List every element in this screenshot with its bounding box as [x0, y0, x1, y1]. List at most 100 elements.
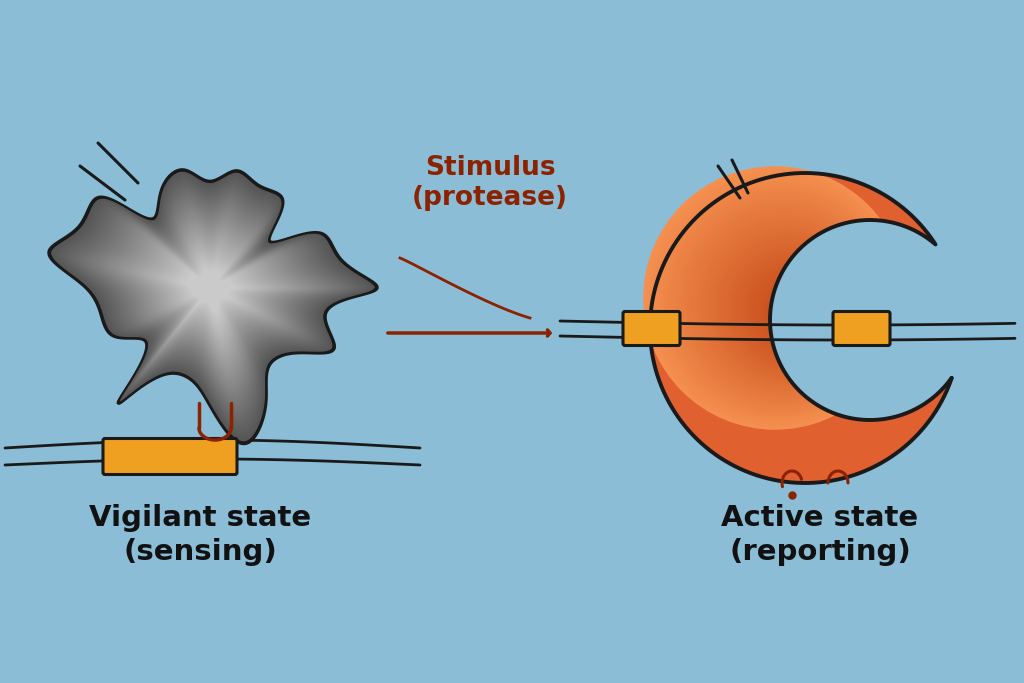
Polygon shape	[106, 212, 317, 389]
Polygon shape	[124, 225, 299, 371]
Circle shape	[670, 191, 890, 412]
Circle shape	[738, 255, 847, 364]
Polygon shape	[177, 264, 245, 320]
Circle shape	[645, 168, 905, 428]
Polygon shape	[157, 249, 266, 340]
Polygon shape	[183, 268, 238, 313]
Polygon shape	[136, 234, 287, 360]
Circle shape	[655, 178, 899, 421]
Polygon shape	[95, 204, 330, 400]
Polygon shape	[92, 202, 332, 402]
Circle shape	[657, 180, 898, 420]
Polygon shape	[127, 227, 296, 369]
Polygon shape	[66, 182, 360, 428]
Circle shape	[784, 299, 818, 332]
Circle shape	[676, 197, 887, 407]
Circle shape	[730, 248, 852, 370]
Circle shape	[726, 244, 855, 372]
Circle shape	[653, 176, 900, 423]
Circle shape	[647, 170, 904, 427]
Circle shape	[795, 309, 811, 325]
Polygon shape	[152, 245, 270, 344]
Polygon shape	[140, 237, 283, 355]
Circle shape	[701, 221, 869, 389]
Circle shape	[755, 270, 837, 353]
Circle shape	[714, 233, 862, 381]
Circle shape	[724, 242, 856, 374]
Polygon shape	[118, 220, 306, 377]
Polygon shape	[72, 186, 353, 421]
Circle shape	[696, 216, 873, 393]
Circle shape	[688, 208, 879, 399]
Circle shape	[753, 268, 838, 354]
Circle shape	[697, 217, 872, 392]
Polygon shape	[81, 193, 344, 413]
Circle shape	[786, 301, 816, 331]
Polygon shape	[70, 185, 355, 423]
Polygon shape	[54, 173, 372, 439]
Circle shape	[763, 278, 831, 348]
Polygon shape	[68, 184, 357, 426]
Polygon shape	[75, 189, 351, 419]
Polygon shape	[159, 250, 263, 337]
Polygon shape	[79, 192, 346, 415]
Polygon shape	[109, 214, 315, 386]
Circle shape	[732, 250, 851, 368]
Circle shape	[776, 292, 823, 337]
FancyBboxPatch shape	[623, 311, 680, 346]
Circle shape	[740, 257, 846, 363]
Circle shape	[643, 166, 906, 430]
Circle shape	[720, 238, 858, 376]
Polygon shape	[97, 205, 327, 397]
Circle shape	[778, 293, 821, 336]
Circle shape	[649, 172, 903, 426]
Circle shape	[674, 195, 888, 409]
FancyBboxPatch shape	[833, 311, 890, 346]
Circle shape	[703, 223, 868, 388]
Polygon shape	[129, 229, 294, 366]
Circle shape	[706, 225, 867, 387]
Circle shape	[722, 240, 857, 375]
Circle shape	[712, 231, 863, 382]
Polygon shape	[161, 252, 261, 335]
Polygon shape	[166, 255, 256, 331]
Polygon shape	[131, 230, 292, 364]
Polygon shape	[174, 262, 247, 322]
Circle shape	[765, 280, 830, 346]
Circle shape	[782, 297, 819, 333]
Circle shape	[751, 267, 840, 356]
Polygon shape	[122, 223, 301, 373]
Text: Stimulus
(protease): Stimulus (protease)	[412, 155, 568, 211]
Polygon shape	[138, 235, 285, 357]
Circle shape	[680, 200, 884, 404]
Circle shape	[662, 183, 895, 417]
Polygon shape	[60, 178, 365, 432]
Circle shape	[746, 263, 842, 359]
Circle shape	[761, 276, 833, 349]
Text: Active state
(reporting): Active state (reporting)	[722, 503, 919, 566]
Polygon shape	[88, 199, 337, 406]
Polygon shape	[163, 253, 259, 333]
Circle shape	[694, 214, 874, 395]
Circle shape	[803, 316, 806, 320]
Circle shape	[791, 305, 814, 328]
Polygon shape	[51, 171, 375, 441]
Circle shape	[770, 220, 970, 420]
Polygon shape	[111, 215, 313, 384]
Circle shape	[716, 234, 861, 380]
Circle shape	[788, 303, 815, 329]
Circle shape	[767, 282, 829, 344]
Polygon shape	[150, 244, 272, 346]
Circle shape	[797, 310, 810, 324]
Circle shape	[728, 246, 853, 371]
Polygon shape	[116, 219, 308, 380]
Circle shape	[672, 193, 889, 410]
Circle shape	[659, 182, 897, 419]
Circle shape	[749, 265, 841, 357]
Circle shape	[708, 227, 866, 385]
Polygon shape	[179, 265, 242, 318]
Polygon shape	[56, 175, 370, 436]
Polygon shape	[133, 232, 290, 362]
Circle shape	[757, 273, 836, 352]
Polygon shape	[170, 259, 252, 326]
